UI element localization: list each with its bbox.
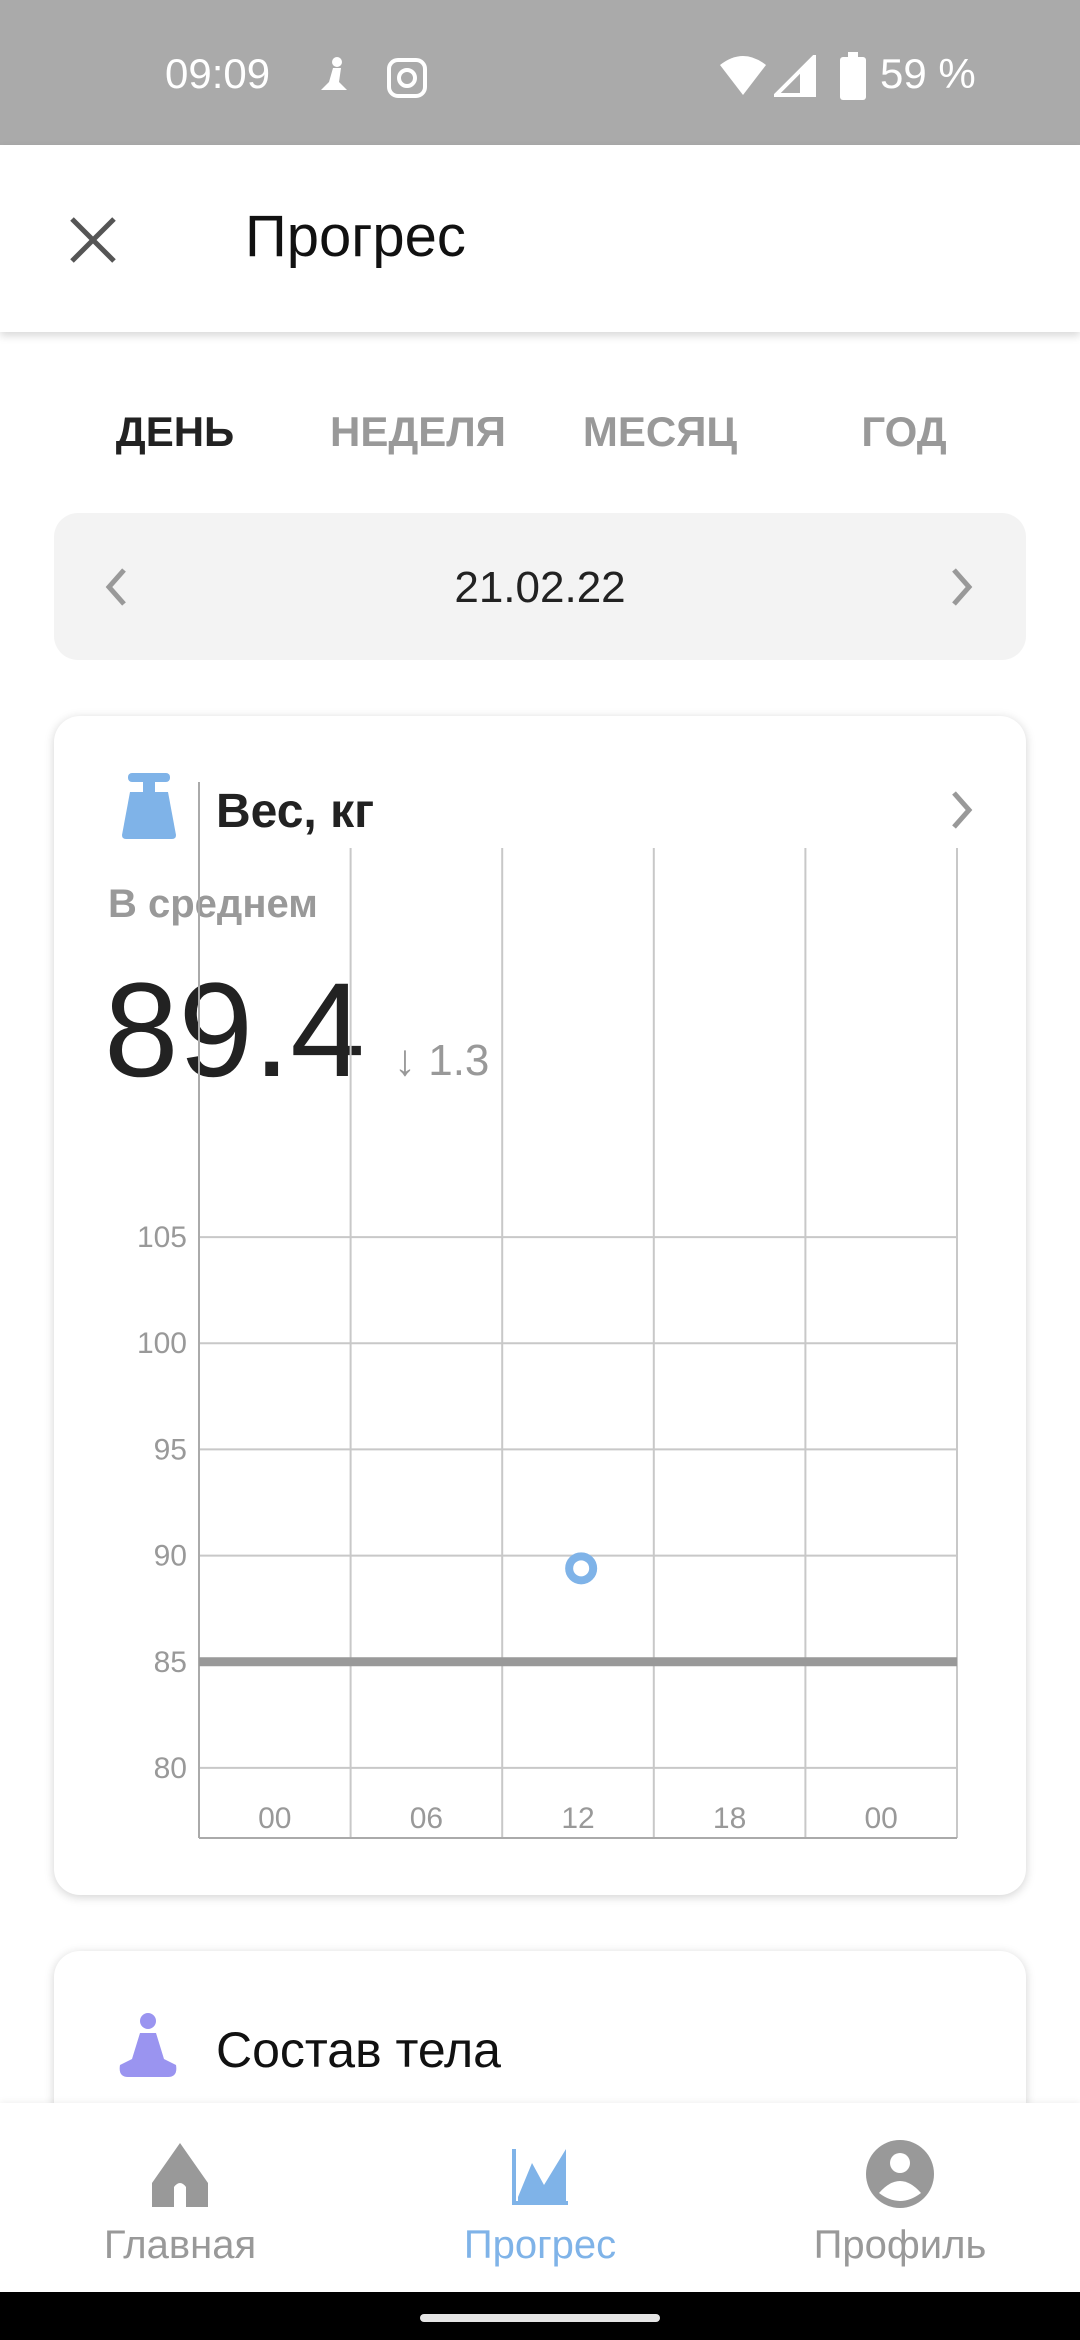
- weight-change: ↓ 1.3: [394, 1036, 490, 1085]
- battery-icon: [840, 52, 866, 100]
- average-value: 89.4: [104, 956, 365, 1105]
- tab-month[interactable]: МЕСЯЦ: [582, 408, 738, 455]
- y-tick-label: 80: [154, 1752, 187, 1785]
- current-date: 21.02.22: [454, 563, 626, 612]
- data-point: [565, 1552, 598, 1585]
- nav-home[interactable]: Главная: [0, 2103, 360, 2292]
- weight-card-title: Вес, кг: [216, 785, 375, 838]
- y-tick-label: 95: [154, 1433, 187, 1466]
- nav-profile-label: Профиль: [813, 2223, 987, 2267]
- tab-year[interactable]: ГОД: [861, 408, 947, 455]
- body-composition-icon: [119, 2013, 177, 2077]
- home-icon: [152, 2143, 208, 2207]
- status-time: 09:09: [165, 50, 271, 97]
- chevron-right-icon[interactable]: [950, 790, 974, 830]
- nav-profile[interactable]: Профиль: [720, 2103, 1080, 2292]
- x-tick-label: 00: [258, 1802, 291, 1835]
- weight-card[interactable]: Вес, кг В среднем 89.4 ↓ 1.3 105 100 95 90 8…: [54, 716, 1026, 1895]
- chevron-left-icon[interactable]: [104, 567, 128, 607]
- chart-icon: [512, 2149, 568, 2205]
- signal-icon: [774, 55, 816, 97]
- tab-day[interactable]: ДЕНЬ: [115, 408, 235, 455]
- tab-week[interactable]: НЕДЕЛЯ: [330, 408, 506, 455]
- status-bar: 09:09 59 %: [0, 0, 1080, 145]
- chevron-right-icon[interactable]: [950, 567, 974, 607]
- close-icon[interactable]: [68, 215, 118, 265]
- bottom-nav: Главная Прогрес Профиль: [0, 2103, 1080, 2292]
- page-title: Прогрес: [245, 204, 466, 269]
- nav-progress-label: Прогрес: [463, 2223, 617, 2267]
- app-bar: Прогрес: [0, 145, 1080, 332]
- battery-percent: 59 %: [880, 50, 976, 97]
- average-label: В среднем: [108, 882, 318, 926]
- instagram-icon: [387, 58, 427, 98]
- y-tick-label: 100: [137, 1327, 187, 1360]
- y-tick-label: 105: [137, 1221, 187, 1254]
- system-nav-bar: [0, 2292, 1080, 2340]
- weight-icon: [122, 773, 176, 839]
- yoga-app-icon: [321, 57, 347, 90]
- home-handle[interactable]: [420, 2314, 660, 2322]
- x-tick-label: 18: [713, 1802, 746, 1835]
- x-tick-label: 00: [865, 1802, 898, 1835]
- y-tick-label: 90: [154, 1540, 187, 1573]
- body-composition-title: Состав тела: [216, 2022, 501, 2078]
- profile-icon: [866, 2140, 934, 2208]
- date-selector: 21.02.22: [54, 513, 1026, 660]
- y-tick-label: 85: [154, 1646, 187, 1679]
- x-tick-label: 12: [561, 1802, 594, 1835]
- x-tick-label: 06: [410, 1802, 443, 1835]
- weight-chart: 105 100 95 90 85 80 00 06 12 18 00: [137, 782, 958, 1839]
- nav-home-label: Главная: [103, 2223, 257, 2267]
- wifi-icon: [720, 56, 766, 95]
- nav-progress[interactable]: Прогрес: [360, 2103, 720, 2292]
